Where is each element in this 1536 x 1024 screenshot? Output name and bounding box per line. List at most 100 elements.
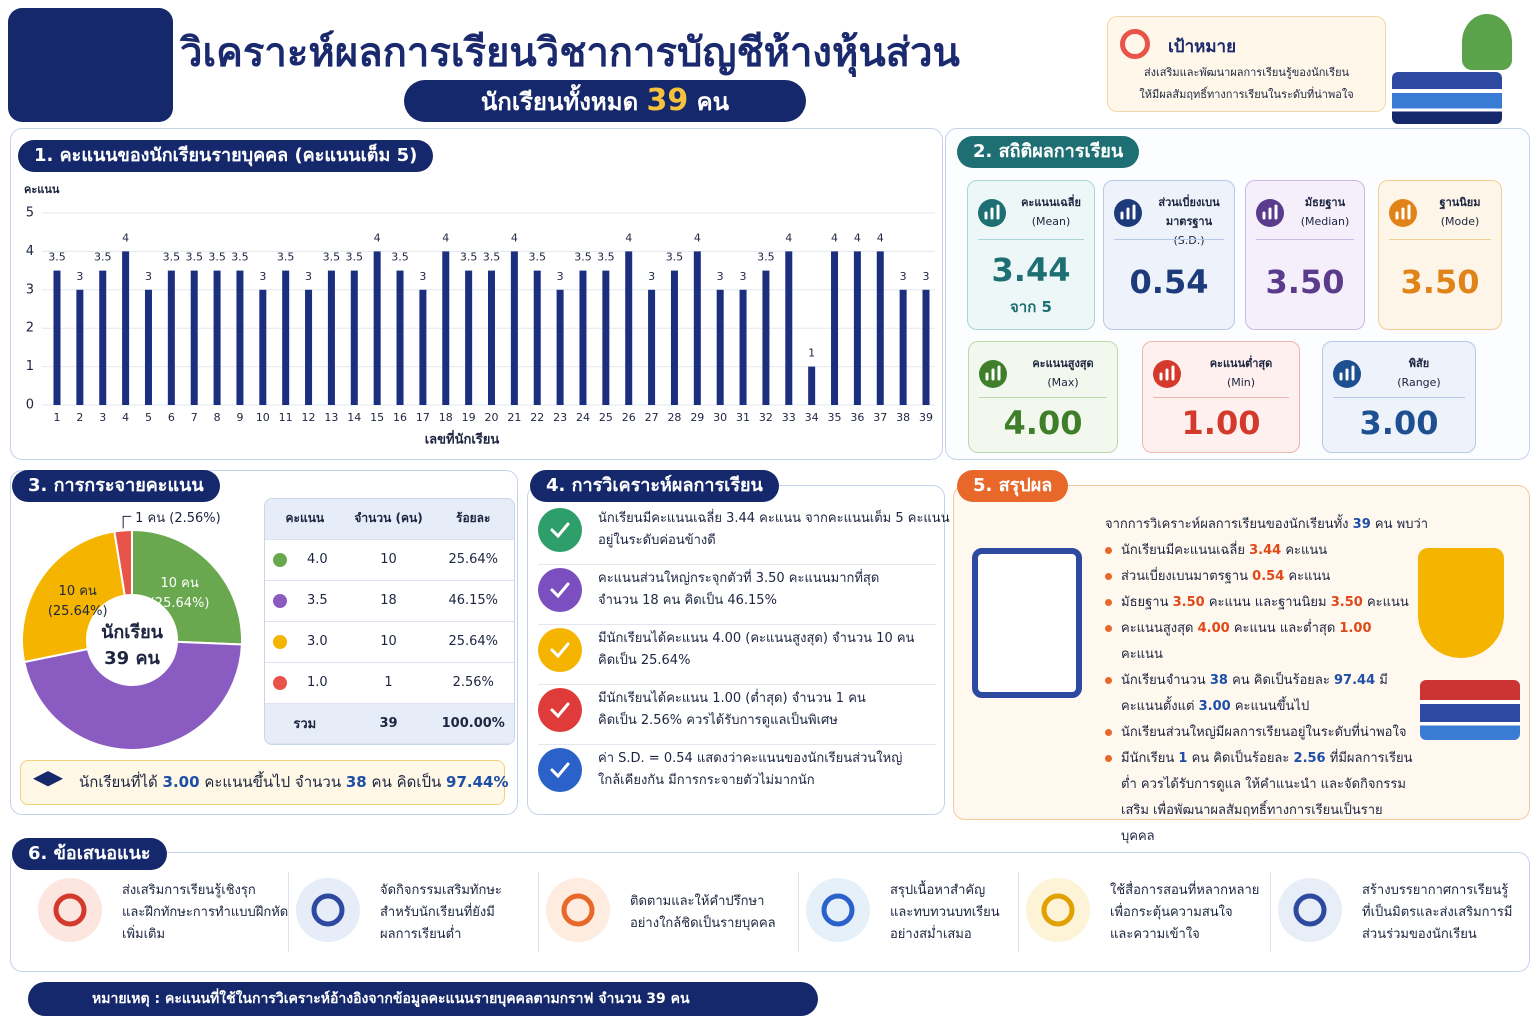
y-axis-label: คะแนน (24, 183, 60, 196)
leader-line (122, 515, 132, 529)
divider (1153, 397, 1289, 398)
bar (305, 289, 313, 405)
bar (99, 270, 107, 405)
value-label: 3.5 (231, 251, 249, 264)
value-label: 4 (877, 231, 884, 244)
icon-glyph (550, 582, 570, 599)
stat-value: 3.44 (991, 251, 1071, 289)
center-label: 39 คน (104, 648, 160, 669)
suggestion-icon (38, 878, 102, 942)
value-label: 4 (854, 231, 861, 244)
summary-bullet: ส่วนเบี่ยงเบนมาตรฐาน 0.54 คะแนน (1105, 564, 1415, 590)
value-label: 4 (442, 231, 449, 244)
table-header: ร้อยละ (432, 499, 514, 540)
cell-text: 1 (384, 675, 393, 690)
section-4 (527, 485, 945, 815)
table-cell: 46.15% (432, 580, 514, 622)
slice-label: 1 คน (2.56%) (135, 511, 221, 527)
bar (190, 270, 198, 405)
section-title: 6. ข้อเสนอแนะ (12, 838, 167, 870)
icon-glyph (550, 642, 570, 659)
divider (538, 624, 936, 625)
cell-text: 1.0 (307, 675, 328, 690)
y-tick-label: 3 (26, 282, 34, 297)
bar-chart: คะแนน เลขที่นักเรียน 0123453.51323.53443… (24, 183, 935, 448)
unit: คน (696, 88, 730, 116)
icon-mark (821, 893, 855, 927)
suggestion: ใช้สื่อการสอนที่หลากหลาย เพื่อกระตุ้นความ… (1110, 880, 1259, 946)
footer-text: หมายเหตุ : คะแนนที่ใช้ในการวิเคราะห์อ้าง… (92, 991, 690, 1007)
text: มีนักเรียน (1121, 751, 1175, 766)
stat-name: ส่วนเบี่ยงเบนมาตรฐาน (1158, 196, 1220, 228)
x-tick-label: 6 (168, 411, 175, 424)
stat-name: มัธยฐาน (1304, 196, 1346, 209)
pie-center (86, 594, 178, 686)
icon-glyph (1262, 204, 1278, 220)
bar (670, 270, 678, 405)
summary-bullet: มัธยฐาน 3.50 คะแนน และฐานนิยม 3.50 คะแนน (1105, 590, 1415, 616)
analysis-item: คะแนนส่วนใหญ่กระจุกตัวที่ 3.50 คะแนนมากท… (598, 568, 879, 612)
divider (538, 564, 936, 565)
table-cell: 18 (344, 580, 433, 622)
x-tick-label: 34 (805, 411, 819, 424)
suggestion-line: อย่างสม่ำเสมอ (890, 927, 972, 942)
divider (1018, 872, 1019, 952)
summary: จากการวิเคราะห์ผลการเรียนของนักเรียนทั้ง… (1105, 512, 1428, 850)
suggestion: สรุปเนื้อหาสำคัญ และทบทวนบทเรียน อย่างสม่ำ… (890, 880, 1000, 946)
x-tick-label: 39 (919, 411, 933, 424)
suggestion: ติดตามและให้คำปรึกษา อย่างใกล้ชิดเป็นรายบ… (630, 891, 776, 935)
divider (1333, 397, 1465, 398)
value-label: 3 (557, 270, 564, 283)
summary-bullet: มีนักเรียน 1 คน คิดเป็นร้อยละ 2.56 ที่มี… (1105, 746, 1415, 850)
icon-bg (538, 628, 582, 672)
value-label: 3 (76, 270, 83, 283)
stat-name: คะแนนสูงสุด (1032, 357, 1094, 370)
table-cell: 39 (344, 703, 433, 744)
bar (602, 270, 610, 405)
x-tick-label: 16 (393, 411, 407, 424)
text: คะแนน (1366, 595, 1409, 610)
value-label: 4 (374, 231, 381, 244)
text: จากการวิเคราะห์ผลการเรียนของนักเรียนทั้ง (1105, 517, 1349, 532)
stat-name: คะแนนเฉลี่ย (1021, 196, 1081, 209)
cell-text: 25.64% (448, 634, 499, 649)
bar (510, 251, 518, 405)
value-label: 4 (625, 231, 632, 244)
x-tick-label: 1 (54, 411, 61, 424)
value-label: 4 (694, 231, 701, 244)
value-label: 3.5 (323, 251, 341, 264)
bar (53, 270, 61, 405)
pie-center: นักเรียน 39 คน (92, 620, 172, 672)
x-tick-label: 33 (782, 411, 796, 424)
bar (213, 270, 221, 405)
bar (373, 251, 381, 405)
analysis-icon (538, 508, 582, 552)
x-tick-label: 4 (122, 411, 129, 424)
text: คะแนนขึ้นไป จำนวน (204, 773, 342, 791)
suggestion-icon (296, 878, 360, 942)
bar (144, 289, 152, 405)
color-dot (273, 593, 287, 608)
suggestion-line: เพื่อกระตุ้นความสนใจ (1110, 905, 1233, 920)
highlight: 0.54 (1252, 569, 1285, 584)
clipboard-illustration (972, 548, 1082, 698)
analysis-line: คิดเป็น 25.64% (598, 653, 691, 668)
goal-title: เป้าหมาย (1168, 37, 1237, 57)
stat-label: คะแนนเฉลี่ย (Mean) (1012, 193, 1090, 231)
value-label: 3.5 (574, 251, 592, 264)
cell-text: 3.5 (307, 593, 328, 608)
text: ส่วนเบี่ยงเบนมาตรฐาน (1121, 569, 1249, 584)
divider (1389, 239, 1491, 240)
bar (716, 289, 724, 405)
stat-sub: (S.D.) (1173, 234, 1205, 247)
table-cell: 4.0 (265, 539, 345, 581)
stat-card: ฐานนิยม (Mode) 3.50 (1378, 180, 1502, 330)
divider (288, 872, 289, 952)
table-cell: 1.0 (265, 662, 345, 704)
total-row: รวม 39 100.00% (265, 703, 514, 744)
stat-icon (978, 199, 1006, 227)
cell-text: 18 (380, 593, 397, 608)
x-tick-label: 32 (759, 411, 773, 424)
suggestion-icon (1278, 878, 1342, 942)
